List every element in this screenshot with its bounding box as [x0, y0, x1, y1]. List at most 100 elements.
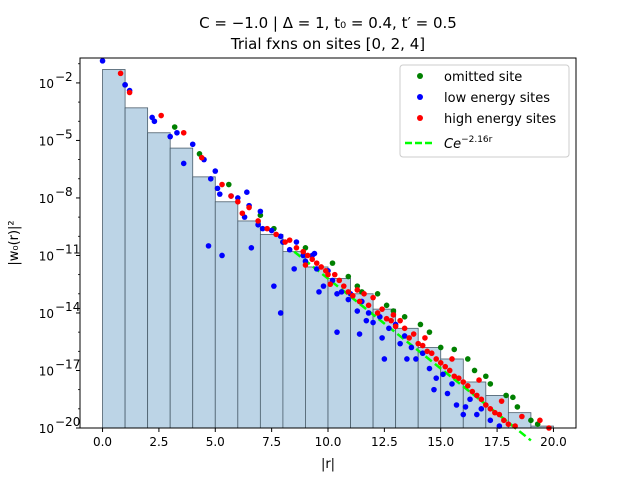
- x-tick-label: 10.0: [315, 435, 342, 449]
- point-omitted-site: [374, 291, 381, 297]
- point-low-energy-sites: [313, 266, 320, 272]
- point-low-energy-sites: [189, 141, 196, 148]
- legend-marker-low-energy: [417, 94, 423, 100]
- point-omitted-site: [510, 394, 516, 401]
- y-tick-base: 10: [39, 134, 54, 148]
- point-high-energy-sites: [331, 271, 338, 278]
- x-axis: 0.0 2.5 5.0 7.5 10.0 12.5 15.0 17.5 20.0: [93, 428, 567, 449]
- point-low-energy-sites: [397, 340, 403, 347]
- point-low-energy-sites: [363, 317, 370, 324]
- point-high-energy-sites: [424, 348, 431, 355]
- point-low-energy-sites: [334, 291, 340, 297]
- point-omitted-site: [329, 260, 336, 266]
- point-low-energy-sites: [277, 233, 284, 240]
- point-low-energy-sites: [99, 58, 106, 64]
- histogram-bar: [372, 308, 397, 429]
- point-high-energy-sites: [273, 231, 279, 238]
- point-low-energy-sites: [334, 329, 340, 335]
- point-high-energy-sites: [235, 198, 241, 205]
- point-low-energy-sites: [440, 371, 446, 378]
- point-low-energy-sites: [212, 168, 219, 174]
- point-low-energy-sites: [151, 118, 158, 125]
- point-low-energy-sites: [316, 289, 322, 295]
- point-high-energy-sites: [446, 367, 453, 374]
- x-axis-label: |r|: [321, 457, 335, 472]
- legend-marker-omitted: [417, 73, 423, 79]
- point-low-energy-sites: [311, 250, 318, 257]
- point-high-energy-sites: [354, 287, 361, 293]
- x-tick-label: 5.0: [206, 435, 225, 449]
- y-tick-label: 10: [39, 364, 54, 378]
- point-high-energy-sites: [455, 375, 462, 381]
- point-high-energy-sites: [392, 323, 399, 330]
- point-low-energy-sites: [180, 160, 187, 167]
- legend-label-omitted: omitted site: [444, 70, 522, 85]
- point-low-energy-sites: [478, 406, 485, 412]
- point-high-energy-sites: [422, 335, 428, 341]
- point-omitted-site: [354, 283, 361, 289]
- point-high-energy-sites: [356, 298, 363, 305]
- point-high-energy-sites: [537, 417, 543, 424]
- legend-fit-base: Ce: [444, 137, 461, 152]
- chart-title-line1: C = −1.0 | Δ = 1, t₀ = 0.4, t′ = 0.5: [199, 14, 457, 32]
- point-high-energy-sites: [255, 218, 261, 224]
- point-omitted-site: [171, 124, 178, 130]
- point-high-energy-sites: [478, 396, 485, 403]
- x-tick-label: 7.5: [262, 435, 281, 449]
- point-high-energy-sites: [158, 112, 164, 119]
- y-tick-label: 10: [39, 422, 54, 436]
- point-omitted-site: [401, 314, 408, 320]
- point-high-energy-sites: [442, 363, 449, 370]
- point-high-energy-sites: [383, 315, 390, 322]
- point-low-energy-sites: [379, 335, 385, 341]
- point-low-energy-sites: [219, 252, 225, 259]
- x-tick-label: 15.0: [427, 435, 454, 449]
- histogram-bar: [102, 69, 126, 429]
- point-high-energy-sites: [313, 260, 320, 266]
- histogram-layer: [102, 69, 554, 429]
- point-omitted-site: [257, 212, 264, 219]
- point-omitted-site: [426, 329, 433, 335]
- legend-marker-high-energy: [417, 115, 423, 121]
- point-low-energy-sites: [300, 252, 307, 259]
- point-high-energy-sites: [474, 392, 480, 399]
- point-low-energy-sites: [467, 396, 473, 403]
- x-tick-label: 0.0: [93, 435, 112, 449]
- point-low-energy-sites: [255, 221, 261, 228]
- y-tick-label: 10: [39, 134, 54, 148]
- point-high-energy-sites: [388, 317, 394, 324]
- y-tick-base: 10: [39, 192, 54, 206]
- histogram-bar: [214, 201, 239, 429]
- legend-label-fit: Ce−2.16r: [444, 135, 493, 152]
- point-low-energy-sites: [356, 331, 363, 337]
- point-high-energy-sites: [464, 383, 471, 389]
- point-low-energy-sites: [487, 417, 494, 424]
- point-high-energy-sites: [286, 237, 293, 243]
- y-tick-label: 10: [39, 249, 54, 263]
- y-tick-base: 10: [39, 364, 54, 378]
- point-low-energy-sites: [338, 289, 345, 295]
- point-high-energy-sites: [496, 411, 503, 418]
- point-high-energy-sites: [406, 335, 412, 341]
- point-low-energy-sites: [401, 333, 408, 339]
- point-low-energy-sites: [381, 356, 388, 362]
- point-low-energy-sites: [122, 82, 128, 88]
- point-high-energy-sites: [370, 294, 376, 301]
- point-high-energy-sites: [325, 271, 331, 278]
- point-low-energy-sites: [207, 175, 214, 182]
- x-tick-label: 17.5: [484, 435, 511, 449]
- point-high-energy-sites: [410, 331, 417, 337]
- point-omitted-site: [483, 373, 489, 380]
- point-omitted-site: [226, 181, 232, 188]
- point-low-energy-sites: [370, 319, 376, 326]
- point-high-energy-sites: [397, 317, 403, 324]
- point-low-energy-sites: [460, 411, 467, 418]
- point-low-energy-sites: [431, 386, 437, 393]
- point-omitted-site: [503, 392, 509, 399]
- point-low-energy-sites: [205, 243, 212, 249]
- y-tick-base: 10: [39, 77, 54, 91]
- point-high-energy-sites: [264, 225, 270, 232]
- point-high-energy-sites: [282, 239, 288, 245]
